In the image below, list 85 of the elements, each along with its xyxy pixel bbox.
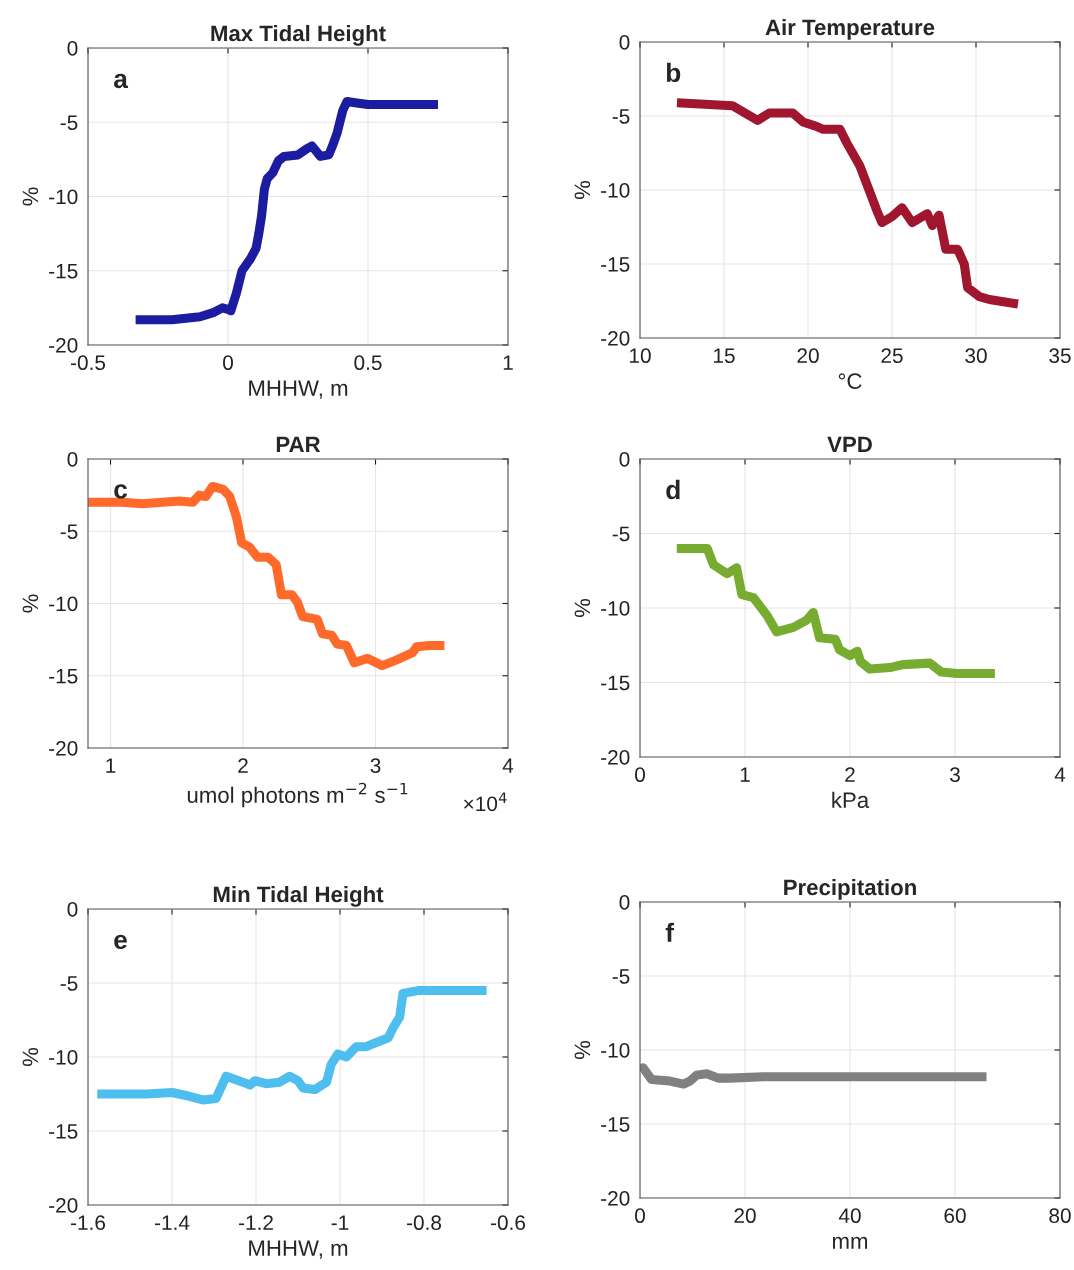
y-tick-label: -5	[612, 969, 630, 984]
x-tick-label: 4	[1054, 767, 1066, 782]
y-tick-label: -15	[49, 668, 78, 684]
y-tick-label: -10	[49, 189, 78, 205]
x-tick-label: 0	[635, 767, 645, 783]
x-tick-label: -1	[331, 1215, 349, 1230]
x-tick-label: 80	[1049, 1208, 1071, 1224]
x-tick-label: 1	[740, 767, 750, 782]
x-tick-label: -1.4	[154, 1215, 190, 1230]
y-tick-label: -10	[601, 601, 630, 616]
y-axis-title: %	[574, 180, 591, 200]
y-tick-label: -5	[612, 109, 630, 124]
y-axis-title: %	[22, 187, 39, 206]
x-axis-title: mm	[832, 1236, 868, 1249]
y-axis-title: %	[22, 594, 39, 613]
x-axis-title: kPa	[832, 791, 870, 809]
y-tick-label: -20	[601, 1191, 630, 1206]
annotation: a	[113, 73, 129, 89]
x-tick-label: -0.6	[490, 1215, 526, 1231]
y-tick-label: 0	[619, 452, 630, 467]
x-tick-label: 3	[950, 767, 960, 783]
x-tick-label: 60	[944, 1208, 966, 1224]
y-tick-label: -20	[49, 741, 78, 756]
y-tick-label: 0	[67, 452, 78, 467]
y-tick-label: -5	[60, 524, 78, 539]
x-tick-label: 30	[965, 348, 987, 364]
x-axis-title: umol photons m$^{−2}$ s$^{−1}$	[187, 782, 408, 808]
x-tick-label: 1	[503, 355, 513, 370]
y-tick-label: -20	[601, 750, 630, 765]
x-tick-label: 35	[1049, 348, 1071, 364]
y-axis-title: %	[574, 1040, 591, 1060]
x-tick-label: 2	[238, 758, 248, 773]
x-tick-label: 0	[223, 355, 233, 371]
x-tick-label: 4	[502, 758, 514, 773]
x-axis-title: MHHW, m	[249, 1240, 348, 1259]
y-tick-label: -20	[601, 331, 630, 346]
chart-title: Air Temperature	[765, 18, 935, 40]
x-tick-label: -0.8	[406, 1215, 442, 1231]
y-tick-label: 0	[619, 895, 630, 910]
y-axis-title: %	[574, 598, 591, 618]
y-tick-label: -10	[49, 596, 78, 612]
annotation: e	[114, 934, 127, 950]
y-tick-label: -15	[49, 263, 78, 279]
chart-title: Min Tidal Height	[213, 885, 384, 907]
x-tick-label: 20	[797, 348, 819, 364]
x-axis-title: MHHW, m	[249, 380, 348, 399]
x-tick-label: 15	[714, 348, 735, 364]
x-tick-label: 1	[106, 758, 116, 773]
annotation: f	[665, 922, 675, 942]
chart-title: Max Tidal Height	[211, 24, 386, 46]
x-tick-label: 40	[838, 1208, 861, 1224]
annotation: c	[114, 484, 128, 499]
annotation: d	[666, 479, 680, 500]
x-tick-label: 2	[845, 767, 855, 782]
y-tick-label: -5	[612, 526, 630, 542]
x-tick-label: 0.5	[354, 355, 382, 371]
x-tick-label: 25	[881, 348, 903, 364]
chart-title: VPD	[827, 436, 872, 453]
y-tick-label: -10	[601, 1043, 630, 1058]
y-tick-label: -10	[49, 1050, 78, 1065]
y-tick-label: -20	[49, 338, 78, 353]
chart-title: PAR	[276, 436, 321, 453]
annotation: b	[666, 62, 681, 83]
y-tick-label: 0	[67, 41, 78, 56]
x-tick-label: -1.6	[70, 1215, 106, 1231]
text: ×10$^{4}$	[464, 792, 507, 812]
y-tick-label: -15	[601, 257, 630, 272]
y-tick-label: -15	[49, 1124, 78, 1139]
x-tick-label: -1.2	[238, 1215, 273, 1230]
y-tick-label: -5	[60, 976, 78, 991]
y-tick-label: -15	[601, 675, 630, 691]
y-axis-title: %	[22, 1047, 39, 1067]
y-tick-label: -20	[49, 1198, 78, 1213]
y-tick-label: -15	[601, 1117, 630, 1132]
x-tick-label: 10	[630, 348, 651, 364]
x-tick-label: 0	[635, 1208, 645, 1224]
x-tick-label: -0.5	[70, 355, 106, 371]
x-tick-label: 3	[370, 758, 381, 774]
y-tick-label: 0	[67, 902, 78, 917]
y-tick-label: 0	[619, 35, 630, 50]
chart-title: Precipitation	[784, 878, 916, 900]
x-axis-title: °C	[838, 373, 862, 390]
y-tick-label: -5	[60, 115, 78, 130]
x-tick-label: 20	[734, 1208, 756, 1224]
y-tick-label: -10	[601, 183, 630, 198]
